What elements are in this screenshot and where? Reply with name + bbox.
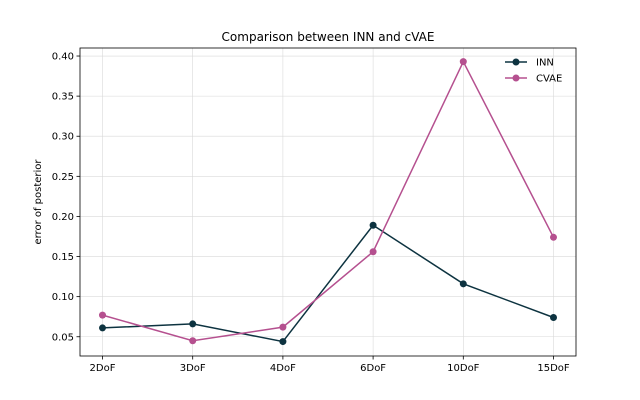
- legend-marker-cvae: [512, 74, 520, 82]
- y-tick-label: 0.05: [52, 332, 74, 343]
- legend: INN CVAE: [505, 58, 562, 85]
- plot-frame: [79, 47, 577, 357]
- data-point-inn: [550, 314, 557, 321]
- legend-label-inn: INN: [536, 58, 554, 69]
- legend-label-cvae: CVAE: [536, 74, 562, 85]
- x-tick-label: 10DoF: [447, 363, 480, 374]
- y-axis-label: error of posterior: [33, 159, 44, 245]
- series-line-inn: [102, 224, 554, 343]
- x-tick-label: 6DoF: [360, 363, 386, 374]
- data-point-inn: [189, 320, 197, 328]
- data-point-inn: [99, 324, 106, 332]
- x-tick-label: 2DoF: [90, 363, 116, 374]
- y-tick-label: 0.15: [52, 252, 74, 263]
- legend-item-cvae: CVAE: [505, 74, 562, 85]
- grid-lines: [80, 48, 576, 356]
- y-tick-label: 0.40: [52, 52, 74, 63]
- y-axis: 0.05 0.10 0.15 0.20 0.25 0.30 0.35 0.40: [52, 52, 80, 343]
- y-tick-label: 0.35: [52, 92, 74, 103]
- legend-item-inn: INN: [505, 58, 554, 69]
- y-tick-label: 0.25: [52, 172, 74, 183]
- data-point-inn: [369, 221, 377, 229]
- y-tick-label: 0.10: [52, 292, 74, 303]
- data-point-cvae: [99, 311, 106, 319]
- series-layer: [99, 58, 557, 346]
- series-cvae: [99, 58, 557, 345]
- series-inn: [99, 221, 557, 346]
- x-tick-label: 4DoF: [270, 363, 296, 374]
- data-point-cvae: [459, 58, 467, 66]
- x-tick-label: 3DoF: [180, 363, 206, 374]
- legend-marker-inn: [512, 58, 520, 66]
- chart-title: Comparison between INN and cVAE: [222, 30, 435, 44]
- series-line-cvae: [102, 59, 555, 342]
- y-tick-label: 0.20: [52, 212, 74, 223]
- x-axis: 2DoF 3DoF 4DoF 6DoF 10DoF 15DoF: [90, 356, 570, 374]
- data-point-cvae: [369, 248, 377, 256]
- data-point-cvae: [550, 233, 557, 241]
- x-tick-label: 15DoF: [537, 363, 570, 374]
- y-tick-label: 0.30: [52, 132, 74, 143]
- data-point-cvae: [189, 337, 197, 345]
- data-point-inn: [459, 280, 467, 288]
- data-point-cvae: [279, 323, 287, 331]
- data-point-inn: [279, 338, 287, 346]
